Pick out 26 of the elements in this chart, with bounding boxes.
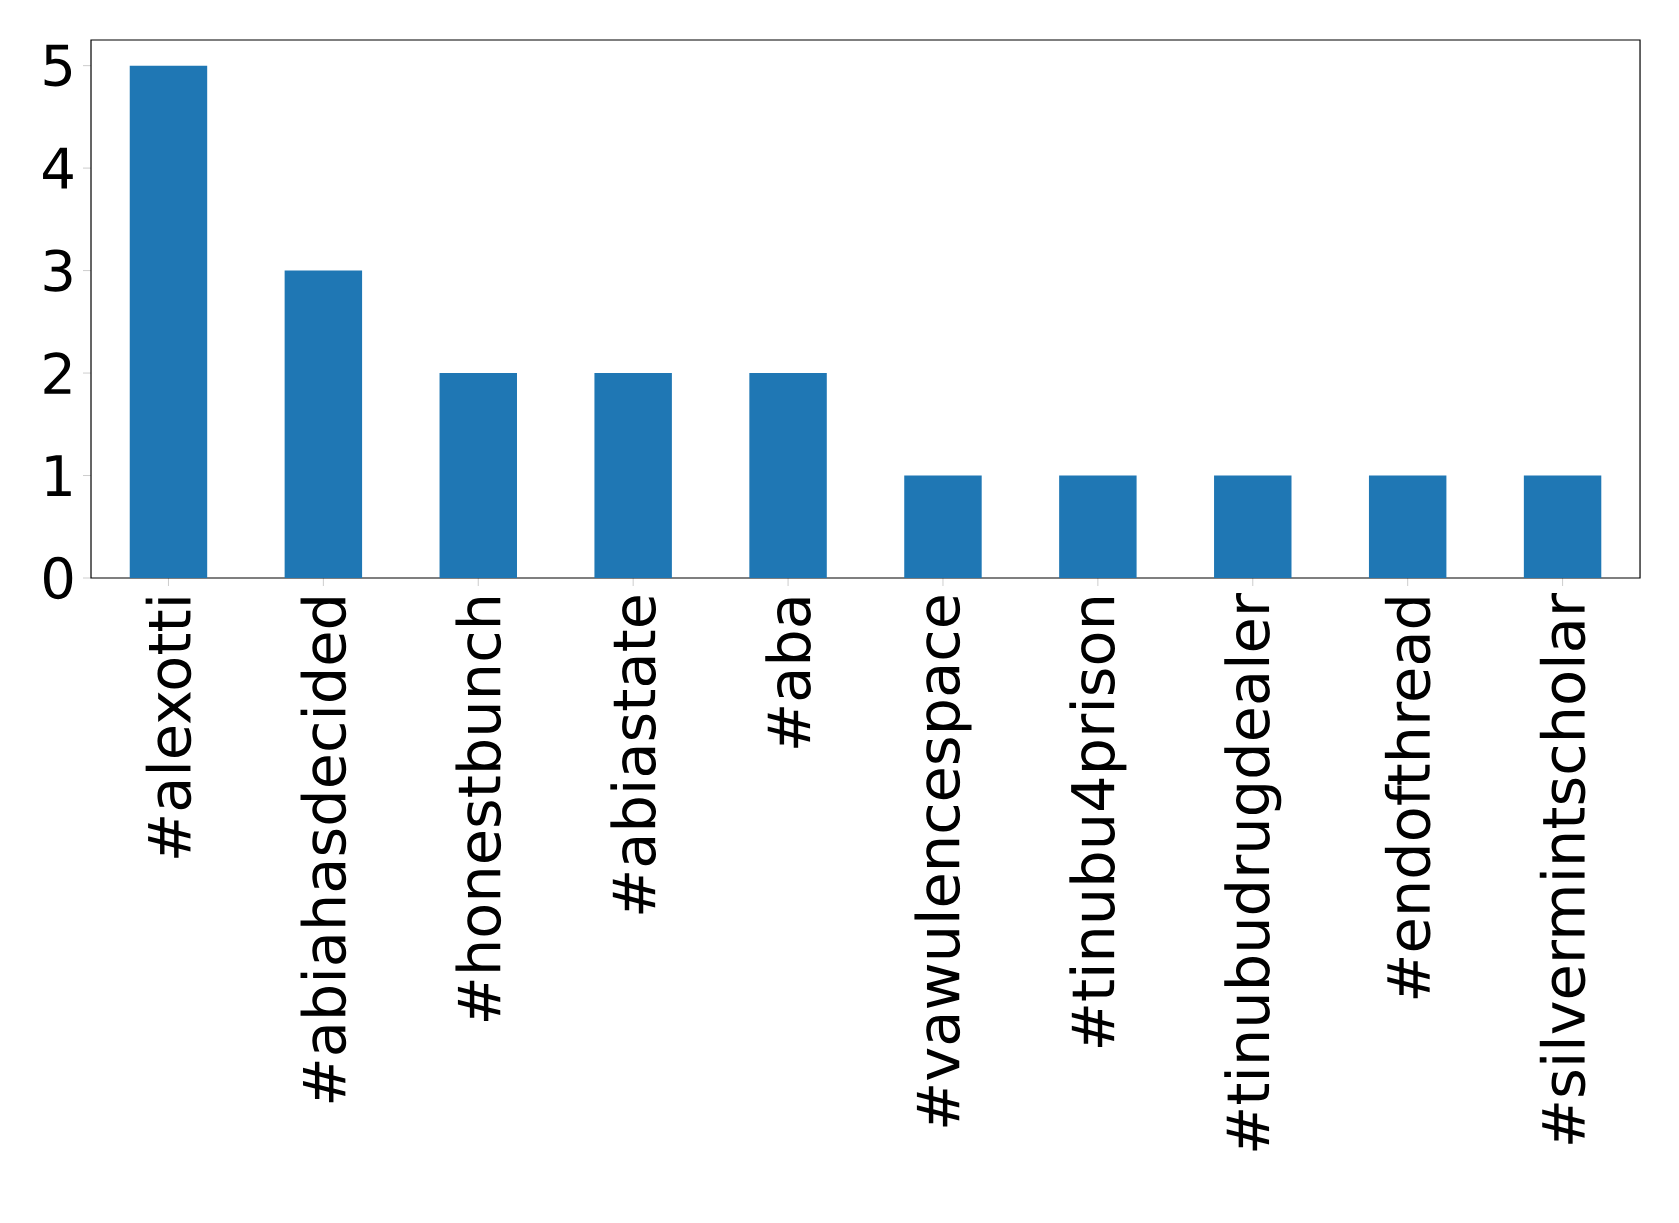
y-tick-label: 2	[44, 352, 71, 394]
bar	[904, 475, 982, 579]
x-tick-label: #tinubudrugdealer	[1224, 592, 1282, 1151]
bar	[129, 65, 208, 579]
x-tick-label: #alexotti	[145, 598, 192, 858]
x-tick-label: #honestbunch	[455, 598, 502, 1022]
bar	[1214, 475, 1292, 579]
bar	[439, 373, 517, 579]
bar	[1523, 475, 1602, 579]
x-tick-label: #abiahasdecided	[300, 598, 347, 1103]
y-tick-label: 5	[44, 44, 72, 87]
x-tick-label: #abiastate	[610, 596, 657, 914]
bar	[594, 373, 672, 579]
y-tick-label: 0	[44, 556, 73, 600]
bar	[749, 373, 827, 579]
bar	[284, 270, 363, 579]
bar	[1059, 475, 1137, 579]
x-tick-label: #aba	[765, 598, 811, 748]
y-tick-label: 3	[44, 249, 72, 292]
bar	[1368, 475, 1447, 579]
x-tick-label: #vawulencespace	[914, 596, 972, 1127]
x-tick-label: #silvermintscholar	[1539, 592, 1586, 1144]
x-tick-label: #endofthread	[1384, 598, 1431, 999]
y-tick-label: 4	[43, 147, 73, 189]
y-tick-label: 1	[46, 455, 71, 496]
x-tick-label: #tinubu4prison	[1069, 598, 1127, 1047]
